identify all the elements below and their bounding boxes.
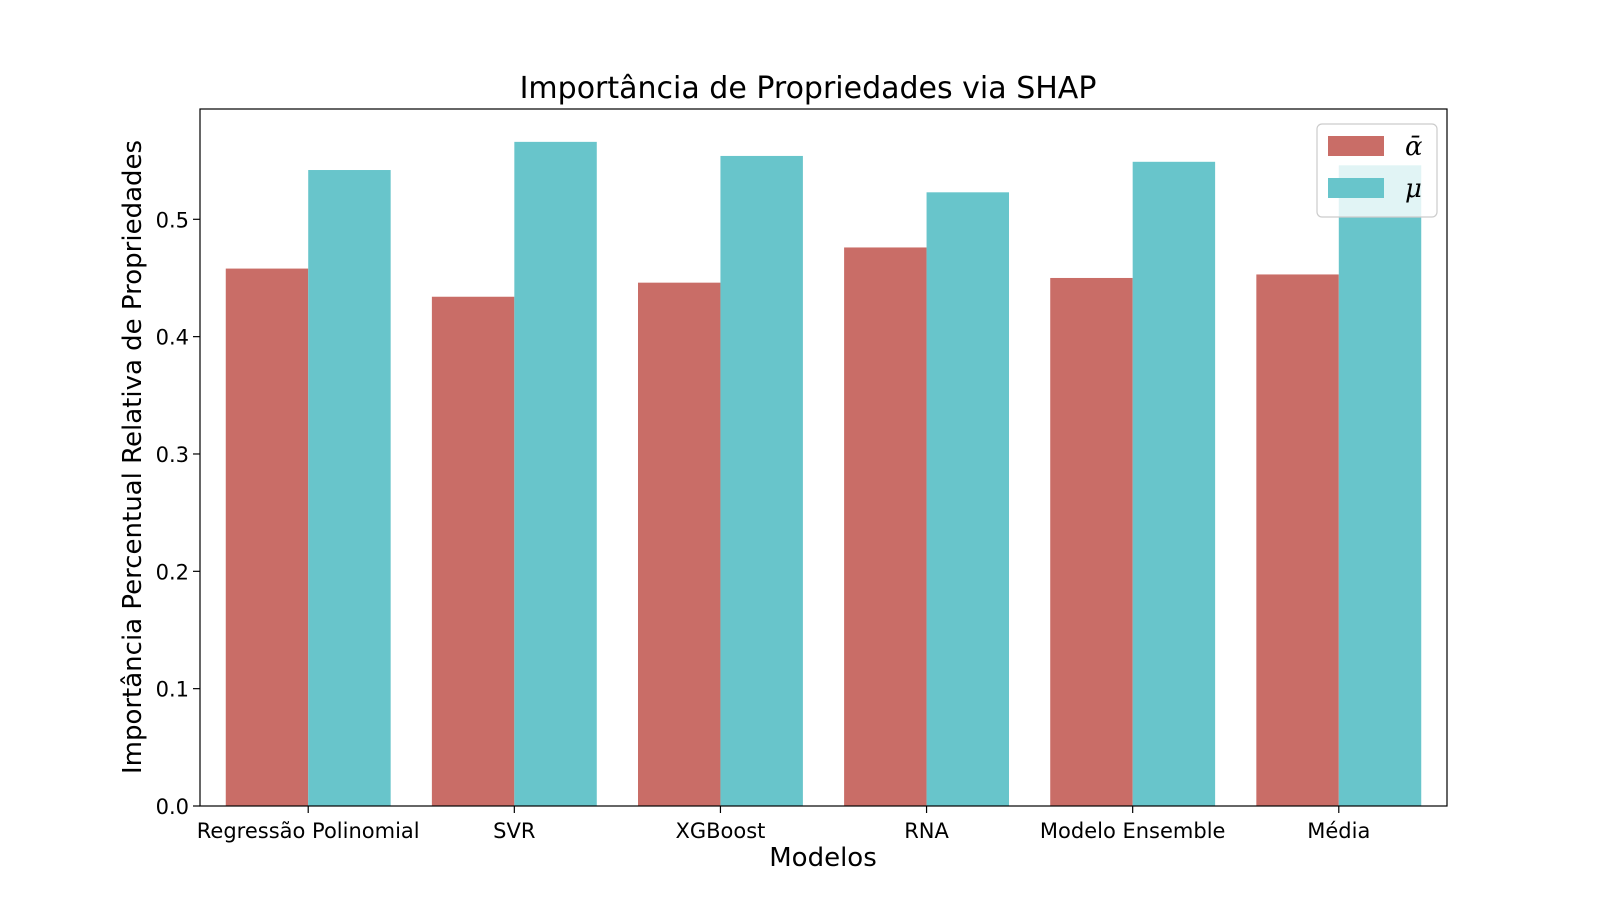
- legend-swatch: [1328, 178, 1384, 198]
- y-tick-label: 0.0: [156, 795, 189, 819]
- x-tick-label: XGBoost: [675, 819, 765, 843]
- y-tick-label: 0.4: [156, 326, 189, 350]
- legend-label: ᾱ: [1405, 132, 1423, 162]
- bar-mu-0: [308, 170, 391, 806]
- x-tick-label: RNA: [904, 819, 949, 843]
- bar-alpha-5: [1256, 274, 1339, 806]
- y-axis-ticks: 0.0 0.1 0.2 0.3 0.4 0.5: [156, 208, 200, 819]
- bar-alpha-4: [1050, 277, 1133, 807]
- y-tick-label: 0.1: [156, 678, 189, 702]
- bar-mu-3: [926, 192, 1010, 806]
- y-tick-label: 0.3: [156, 443, 189, 467]
- x-axis-label: Modelos: [769, 843, 877, 873]
- legend-label: μ: [1405, 174, 1422, 204]
- y-tick-label: 0.2: [156, 560, 189, 584]
- chart-title: Importância de Propriedades via SHAP: [520, 71, 1097, 106]
- x-tick-label: Regressão Polinomial: [197, 819, 420, 843]
- bar-alpha-3: [844, 247, 927, 806]
- x-tick-label: Modelo Ensemble: [1040, 819, 1226, 843]
- legend: ᾱμ: [1316, 123, 1438, 218]
- plot-frame: [199, 108, 1448, 807]
- bar-alpha-1: [431, 296, 515, 806]
- x-axis-ticks: Regressão Polinomial SVR XGBoost RNA Modelo …: [197, 806, 1370, 843]
- bar-alpha-0: [225, 268, 309, 807]
- bars-group: [225, 141, 1422, 807]
- x-tick-label: SVR: [493, 819, 535, 843]
- y-tick-label: 0.5: [156, 208, 189, 232]
- bar-mu-5: [1338, 165, 1422, 806]
- bar-alpha-2: [638, 282, 721, 806]
- bar-mu-2: [720, 155, 803, 806]
- bar-mu-4: [1132, 161, 1216, 807]
- y-axis-label: Importância Percentual Relativa de Propr…: [118, 140, 148, 774]
- bar-mu-1: [514, 141, 597, 807]
- legend-swatch: [1328, 136, 1384, 156]
- x-tick-label: Média: [1307, 819, 1370, 843]
